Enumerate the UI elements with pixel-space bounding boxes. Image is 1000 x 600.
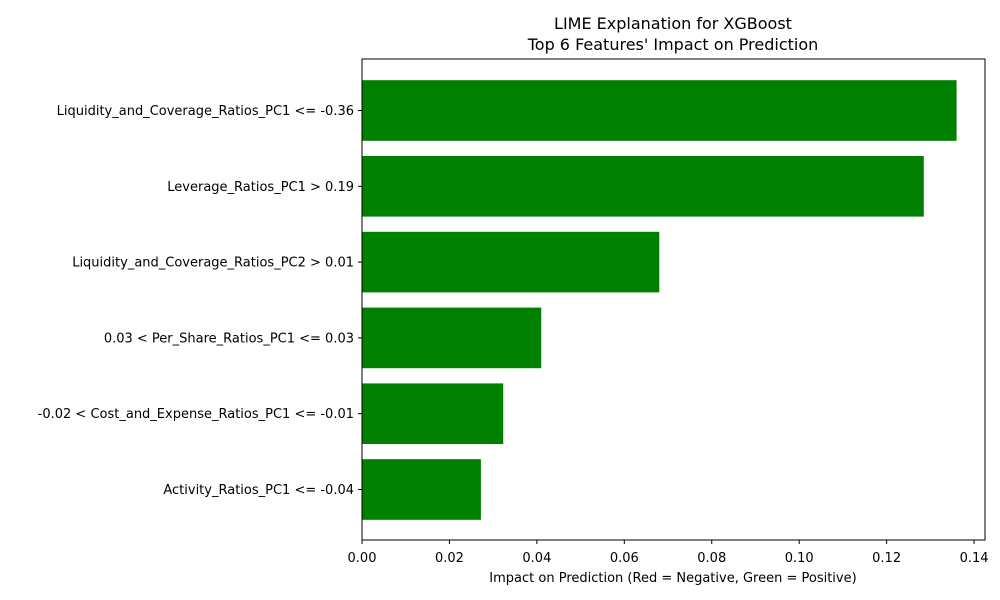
x-tick-label: 0.02 — [435, 551, 464, 566]
x-axis-label: Impact on Prediction (Red = Negative, Gr… — [489, 571, 856, 586]
bar-2 — [362, 156, 924, 217]
y-tick-label: Activity_Ratios_PC1 <= -0.04 — [163, 483, 354, 498]
x-tick-label: 0.12 — [872, 551, 901, 566]
bar-3 — [362, 231, 660, 293]
x-tick-label: 0.04 — [522, 551, 551, 566]
y-tick-label: Liquidity_and_Coverage_Ratios_PC2 > 0.01 — [72, 256, 354, 271]
x-tick-label: 0.08 — [697, 551, 726, 566]
x-axis-ticks: 0.00 0.02 0.04 0.06 0.08 0.10 0.12 0.14 — [348, 540, 989, 566]
x-tick-label: 0.00 — [348, 551, 377, 566]
chart-title-line-1: LIME Explanation for XGBoost — [554, 14, 792, 33]
x-tick-label: 0.06 — [610, 551, 639, 566]
bar-4 — [362, 307, 542, 369]
chart-title-line-2: Top 6 Features' Impact on Prediction — [527, 35, 819, 54]
bar-1 — [362, 80, 957, 141]
y-tick-label: 0.03 < Per_Share_Ratios_PC1 <= 0.03 — [104, 331, 354, 346]
plot-frame — [361, 58, 986, 541]
y-tick-label: Leverage_Ratios_PC1 > 0.19 — [167, 180, 354, 195]
y-axis-ticks: Liquidity_and_Coverage_Ratios_PC1 <= -0.… — [38, 104, 362, 498]
x-tick-label: 0.10 — [785, 551, 814, 566]
bar-6 — [362, 459, 481, 520]
bar-5 — [362, 383, 504, 444]
bars-layer — [362, 80, 957, 520]
y-tick-label: -0.02 < Cost_and_Expense_Ratios_PC1 <= -… — [38, 407, 354, 422]
y-tick-label: Liquidity_and_Coverage_Ratios_PC1 <= -0.… — [57, 104, 354, 119]
x-tick-label: 0.14 — [960, 551, 989, 566]
